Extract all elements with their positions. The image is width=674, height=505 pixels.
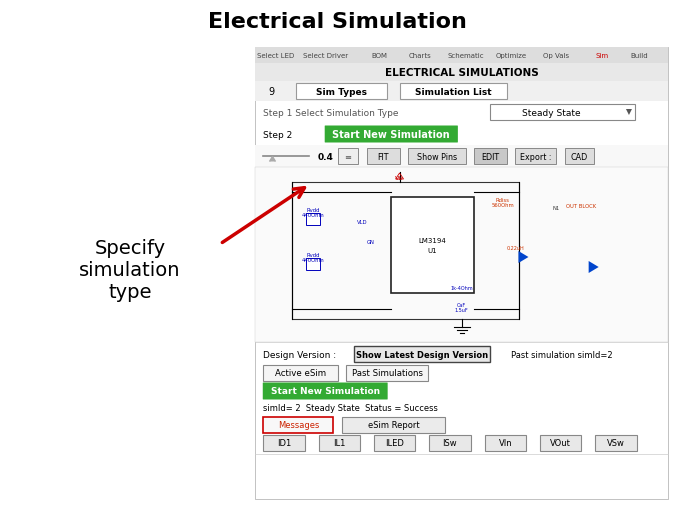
FancyBboxPatch shape <box>255 82 668 102</box>
Text: EDIT: EDIT <box>481 152 499 161</box>
FancyBboxPatch shape <box>408 148 466 165</box>
Text: Rdiss
560Ohm: Rdiss 560Ohm <box>491 197 514 208</box>
Text: U1: U1 <box>428 247 437 254</box>
Text: CAD: CAD <box>571 152 588 161</box>
Text: Start New Simulation: Start New Simulation <box>271 387 379 396</box>
FancyBboxPatch shape <box>429 435 470 451</box>
FancyBboxPatch shape <box>342 417 445 433</box>
FancyBboxPatch shape <box>264 417 334 433</box>
Text: Optimize: Optimize <box>495 53 526 59</box>
Text: IL1: IL1 <box>333 439 346 447</box>
Text: ≡: ≡ <box>344 152 351 161</box>
Text: Simulation List: Simulation List <box>415 87 491 96</box>
FancyBboxPatch shape <box>264 435 305 451</box>
Text: BOM: BOM <box>371 53 387 59</box>
Text: VIn: VIn <box>499 439 512 447</box>
FancyBboxPatch shape <box>338 148 359 165</box>
Polygon shape <box>626 110 632 116</box>
Text: Select Driver: Select Driver <box>303 53 348 59</box>
Text: N1: N1 <box>553 205 560 210</box>
Text: LM3194: LM3194 <box>419 238 446 243</box>
Text: Steady State: Steady State <box>522 108 580 117</box>
Text: Charts: Charts <box>409 53 431 59</box>
Text: FIT: FIT <box>377 152 389 161</box>
Text: ILED: ILED <box>385 439 404 447</box>
Text: ID1: ID1 <box>277 439 291 447</box>
Text: eSim Report: eSim Report <box>367 421 419 430</box>
Text: CaF
1.5uF: CaF 1.5uF <box>455 302 468 313</box>
Text: Vb: Vb <box>396 176 404 181</box>
Text: Past Simulations: Past Simulations <box>352 369 423 378</box>
FancyBboxPatch shape <box>264 365 338 381</box>
FancyBboxPatch shape <box>263 383 388 400</box>
FancyBboxPatch shape <box>354 346 491 362</box>
Text: Past simulation simId=2: Past simulation simId=2 <box>511 350 613 359</box>
Text: Sim: Sim <box>595 53 609 59</box>
Text: ISw: ISw <box>443 439 457 447</box>
Text: ELECTRICAL SIMULATIONS: ELECTRICAL SIMULATIONS <box>385 68 539 78</box>
Text: OUT BLOCK: OUT BLOCK <box>566 203 596 208</box>
FancyBboxPatch shape <box>255 48 668 499</box>
Text: 9: 9 <box>268 87 274 97</box>
Text: 1k-4Ohm: 1k-4Ohm <box>450 285 473 290</box>
FancyBboxPatch shape <box>306 259 320 271</box>
FancyBboxPatch shape <box>306 214 320 226</box>
Text: Active eSim: Active eSim <box>275 369 326 378</box>
FancyBboxPatch shape <box>392 197 474 294</box>
FancyBboxPatch shape <box>319 435 360 451</box>
Text: Step 1 Select Simulation Type: Step 1 Select Simulation Type <box>264 108 399 117</box>
Text: Start New Simulation: Start New Simulation <box>332 130 450 140</box>
Text: Step 2: Step 2 <box>264 130 293 139</box>
Text: Messages: Messages <box>278 421 319 430</box>
FancyBboxPatch shape <box>565 148 594 165</box>
Text: VLD: VLD <box>357 220 367 225</box>
Text: Rvdd
440Ohm: Rvdd 440Ohm <box>301 207 324 218</box>
Text: Design Version :: Design Version : <box>264 350 336 359</box>
FancyBboxPatch shape <box>374 435 415 451</box>
FancyBboxPatch shape <box>595 435 637 451</box>
FancyBboxPatch shape <box>491 105 635 121</box>
FancyBboxPatch shape <box>297 84 387 100</box>
FancyBboxPatch shape <box>255 64 668 82</box>
FancyBboxPatch shape <box>540 435 581 451</box>
FancyBboxPatch shape <box>485 435 526 451</box>
Polygon shape <box>588 262 599 274</box>
Text: Op Vals: Op Vals <box>543 53 570 59</box>
Text: Build: Build <box>630 53 648 59</box>
Text: Select LED: Select LED <box>257 53 295 59</box>
Text: 0.4: 0.4 <box>317 152 333 161</box>
FancyBboxPatch shape <box>367 148 400 165</box>
Text: 0.22uH: 0.22uH <box>506 245 524 250</box>
FancyBboxPatch shape <box>255 168 668 342</box>
Text: Rvdd
440Ohm: Rvdd 440Ohm <box>301 252 324 263</box>
Text: Schematic: Schematic <box>448 53 484 59</box>
Text: Specify
simulation
type: Specify simulation type <box>80 238 181 301</box>
FancyBboxPatch shape <box>515 148 557 165</box>
FancyBboxPatch shape <box>255 146 668 168</box>
FancyBboxPatch shape <box>255 48 668 64</box>
Text: Show Latest Design Version: Show Latest Design Version <box>356 350 489 359</box>
FancyBboxPatch shape <box>474 148 507 165</box>
Text: Electrical Simulation: Electrical Simulation <box>208 12 466 32</box>
Text: GN: GN <box>367 240 375 245</box>
Text: VOut: VOut <box>550 439 571 447</box>
Text: VSw: VSw <box>607 439 625 447</box>
Text: simId= 2  Steady State  Status = Success: simId= 2 Steady State Status = Success <box>264 403 438 413</box>
FancyBboxPatch shape <box>346 365 429 381</box>
Text: Export :: Export : <box>520 152 551 161</box>
FancyBboxPatch shape <box>325 126 458 143</box>
Text: Sim Types: Sim Types <box>316 87 367 96</box>
FancyBboxPatch shape <box>400 84 507 100</box>
Polygon shape <box>518 251 528 264</box>
Text: Show Pins: Show Pins <box>417 152 457 161</box>
